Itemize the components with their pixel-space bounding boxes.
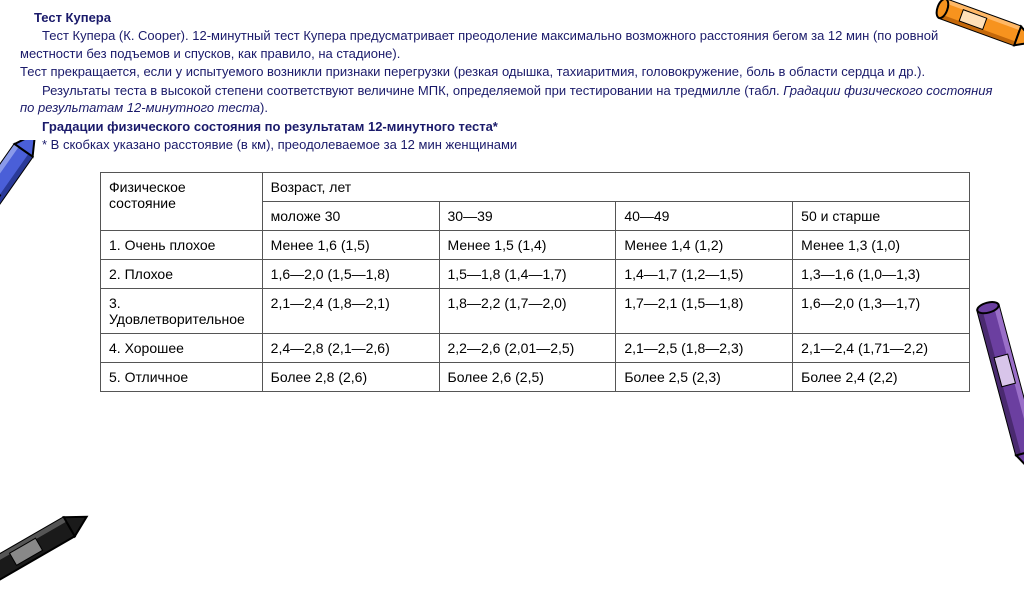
row-label: 1. Очень плохое [101, 230, 263, 259]
age-3: 50 и старше [793, 201, 970, 230]
cell: 2,1—2,4 (1,8—2,1) [262, 288, 439, 333]
row-label: 2. Плохое [101, 259, 263, 288]
cell: 1,6—2,0 (1,3—1,7) [793, 288, 970, 333]
crayon-black-bottom [0, 501, 95, 591]
header-age: Возраст, лет [262, 172, 969, 201]
cell: 1,6—2,0 (1,5—1,8) [262, 259, 439, 288]
cell: 2,1—2,4 (1,71—2,2) [793, 333, 970, 362]
paragraph-1: Тест Купера (К. Cooper). 12-минутный тес… [20, 27, 1004, 62]
text-content: Тест Купера Тест Купера (К. Cooper). 12-… [0, 0, 1024, 402]
cell: 1,5—1,8 (1,4—1,7) [439, 259, 616, 288]
cell: Менее 1,4 (1,2) [616, 230, 793, 259]
paragraph-5: * В скобках указано расстоявие (в км), п… [20, 136, 1004, 154]
cell: Более 2,4 (2,2) [793, 362, 970, 391]
row-label: 3. Удовлетворительное [101, 288, 263, 333]
table-row: 2. Плохое1,6—2,0 (1,5—1,8)1,5—1,8 (1,4—1… [101, 259, 970, 288]
cell: 1,7—2,1 (1,5—1,8) [616, 288, 793, 333]
cell: 1,4—1,7 (1,2—1,5) [616, 259, 793, 288]
table-row: 1. Очень плохоеМенее 1,6 (1,5)Менее 1,5 … [101, 230, 970, 259]
paragraph-3: Результаты теста в высокой степени соотв… [20, 82, 1004, 117]
cell: 2,4—2,8 (2,1—2,6) [262, 333, 439, 362]
table-row: 5. ОтличноеБолее 2,8 (2,6)Более 2,6 (2,5… [101, 362, 970, 391]
header-condition: Физическое состояние [101, 172, 263, 230]
crayon-blue-left [0, 140, 40, 260]
row-label: 5. Отличное [101, 362, 263, 391]
table-row: 3. Удовлетворительное2,1—2,4 (1,8—2,1)1,… [101, 288, 970, 333]
table-row: 4. Хорошее2,4—2,8 (2,1—2,6)2,2—2,6 (2,01… [101, 333, 970, 362]
cell: 1,3—1,6 (1,0—1,3) [793, 259, 970, 288]
cell: Менее 1,3 (1,0) [793, 230, 970, 259]
crayon-purple-right [964, 300, 1024, 480]
cell: 2,2—2,6 (2,01—2,5) [439, 333, 616, 362]
cell: Менее 1,6 (1,5) [262, 230, 439, 259]
age-1: 30—39 [439, 201, 616, 230]
cell: Более 2,5 (2,3) [616, 362, 793, 391]
age-2: 40—49 [616, 201, 793, 230]
cell: Более 2,8 (2,6) [262, 362, 439, 391]
cell: Менее 1,5 (1,4) [439, 230, 616, 259]
crayon-orange-top [919, 0, 1024, 60]
cooper-test-table: Физическое состояние Возраст, лет моложе… [100, 172, 970, 392]
row-label: 4. Хорошее [101, 333, 263, 362]
paragraph-3a: Результаты теста в высокой степени соотв… [42, 83, 783, 98]
cell: 1,8—2,2 (1,7—2,0) [439, 288, 616, 333]
paragraph-3c: ). [260, 100, 268, 115]
cell: 2,1—2,5 (1,8—2,3) [616, 333, 793, 362]
cell: Более 2,6 (2,5) [439, 362, 616, 391]
age-0: моложе 30 [262, 201, 439, 230]
paragraph-4: Градации физического состояния по резуль… [20, 118, 1004, 136]
paragraph-2: Тест прекращается, если у испытуемого во… [20, 63, 1004, 81]
title: Тест Купера [34, 10, 1004, 25]
